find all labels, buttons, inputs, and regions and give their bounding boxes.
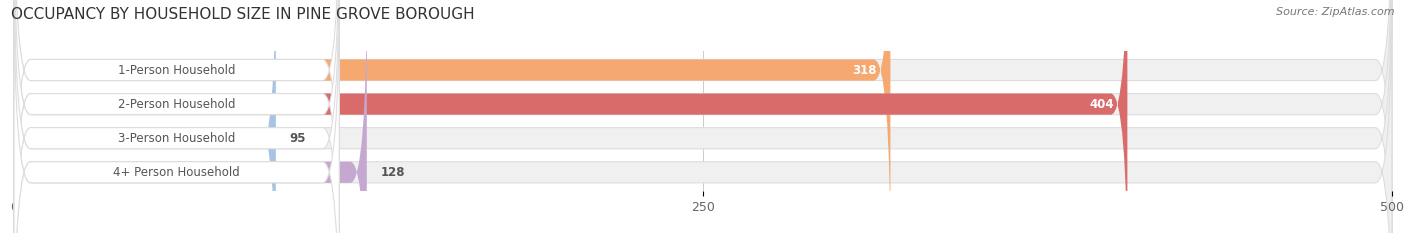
FancyBboxPatch shape [14,0,339,233]
Text: 318: 318 [852,64,876,76]
Text: 404: 404 [1090,98,1114,111]
Text: 2-Person Household: 2-Person Household [118,98,235,111]
Text: 95: 95 [290,132,307,145]
Text: 128: 128 [381,166,405,179]
FancyBboxPatch shape [14,0,1392,233]
FancyBboxPatch shape [14,0,339,233]
FancyBboxPatch shape [14,0,339,233]
FancyBboxPatch shape [14,0,1128,233]
FancyBboxPatch shape [14,0,276,233]
Text: 3-Person Household: 3-Person Household [118,132,235,145]
FancyBboxPatch shape [14,0,1392,233]
FancyBboxPatch shape [14,0,367,233]
FancyBboxPatch shape [14,0,890,233]
Text: Source: ZipAtlas.com: Source: ZipAtlas.com [1277,7,1395,17]
Text: 1-Person Household: 1-Person Household [118,64,235,76]
FancyBboxPatch shape [14,0,339,233]
FancyBboxPatch shape [14,0,1392,233]
Text: 4+ Person Household: 4+ Person Household [114,166,240,179]
FancyBboxPatch shape [14,0,1392,233]
Text: OCCUPANCY BY HOUSEHOLD SIZE IN PINE GROVE BOROUGH: OCCUPANCY BY HOUSEHOLD SIZE IN PINE GROV… [11,7,475,22]
